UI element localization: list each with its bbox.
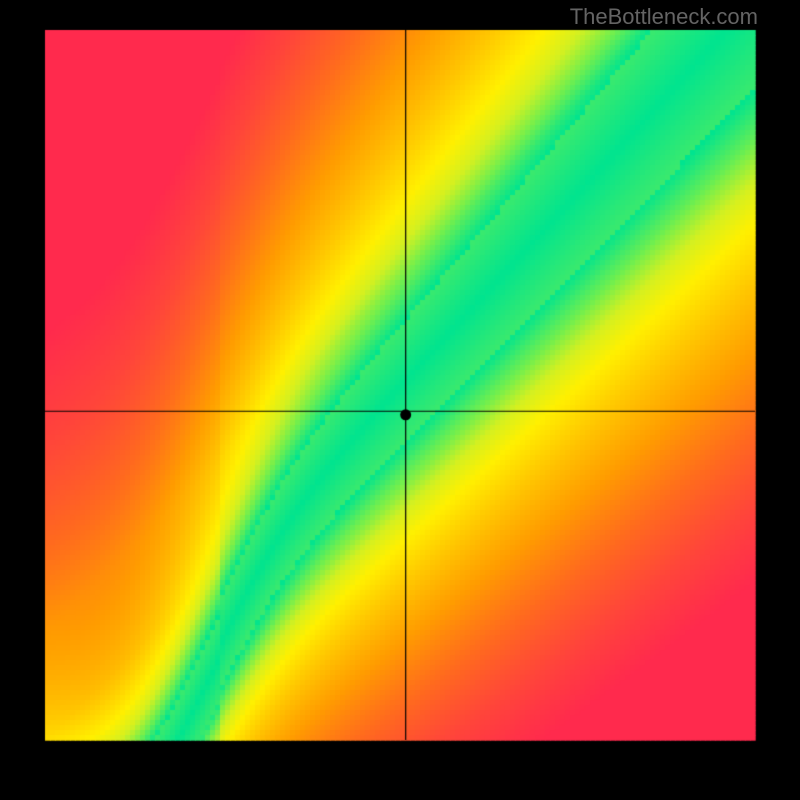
bottleneck-heatmap xyxy=(0,0,800,800)
watermark-text: TheBottleneck.com xyxy=(570,4,758,30)
